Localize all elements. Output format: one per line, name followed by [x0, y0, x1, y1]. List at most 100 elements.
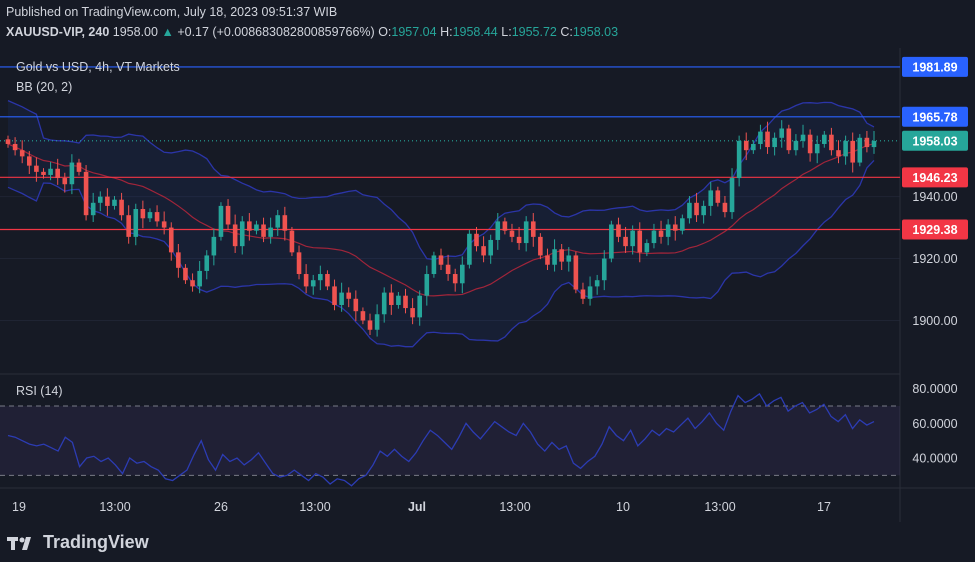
candle-body	[119, 199, 124, 216]
candle-body	[161, 221, 167, 228]
tradingview-logo-icon	[7, 536, 31, 550]
level-price-label: 1929.38	[912, 223, 957, 237]
candle-body	[69, 162, 75, 185]
low-value: 1955.72	[511, 25, 557, 39]
level-price-tag	[902, 167, 968, 188]
candle-body	[708, 190, 714, 206]
candle-body	[807, 134, 813, 154]
rsi-tick-label: 80.0000	[912, 382, 957, 396]
candle-body	[559, 249, 564, 262]
candle-body	[204, 255, 210, 271]
candle-body	[381, 292, 387, 315]
price-axis[interactable]: 1981.89 1965.78 1958.03 1946.23 1929.38 1940.…	[902, 56, 968, 466]
candle-body	[481, 246, 486, 256]
candle-body	[509, 230, 515, 237]
candle-body	[779, 128, 785, 138]
candle-body	[822, 134, 827, 144]
candle-body	[62, 178, 68, 185]
candle-body	[786, 128, 792, 151]
ohlc-legend: XAUUSD-VIP, 240 1958.00 ▲ +0.17 (+0.0086…	[6, 25, 618, 39]
candle-body	[275, 215, 281, 228]
candle-body	[438, 255, 444, 265]
candle-body	[644, 243, 650, 253]
candle-body	[5, 139, 11, 144]
candle-body	[239, 221, 245, 247]
bb-fill	[8, 100, 874, 347]
candle-body	[190, 280, 195, 287]
candle-body	[353, 298, 359, 312]
candle-body	[623, 236, 628, 247]
candle-body	[715, 190, 721, 203]
level-price-tag	[902, 106, 968, 127]
candle-body	[871, 140, 877, 148]
candle-body	[658, 230, 664, 237]
candle-body	[857, 137, 863, 163]
price-chart[interactable]: 1981.891965.781958.031946.231929.381940.…	[0, 48, 975, 522]
candle-body	[495, 221, 501, 240]
candle-body	[126, 215, 131, 237]
candle-body	[829, 134, 834, 151]
candle-body	[261, 224, 266, 237]
time-tick-label: 19	[12, 500, 26, 514]
candle-body	[502, 221, 508, 231]
candle-body	[672, 224, 678, 231]
candle-body	[765, 131, 770, 148]
time-axis[interactable]: 19 13:00 26 13:00 Jul 13:00 10 13:00 17	[12, 500, 831, 514]
candle-body	[616, 224, 621, 237]
bb-indicator-label: BB (20, 2)	[16, 80, 72, 94]
time-tick-label: 10	[616, 500, 630, 514]
candle-body	[459, 264, 465, 284]
candle-body	[594, 280, 600, 287]
candle-body	[843, 140, 848, 157]
level-price-label: 1965.78	[912, 110, 957, 124]
open-label: O:	[378, 25, 392, 39]
candle-body	[417, 295, 423, 318]
candle-body	[694, 202, 699, 216]
candle-body	[403, 295, 408, 309]
rsi-band-fill	[0, 406, 900, 476]
time-tick-label: 13:00	[499, 500, 530, 514]
candle-body	[296, 252, 302, 275]
horizontal-levels	[0, 66, 900, 231]
candle-body	[133, 209, 139, 237]
candle-body	[396, 295, 401, 305]
time-tick-label: 13:00	[299, 500, 330, 514]
symbol-label[interactable]: XAUUSD-VIP, 240	[6, 25, 110, 39]
candle-body	[538, 236, 543, 256]
price-tick-label: 1940.00	[912, 190, 957, 204]
candle-body	[566, 255, 572, 262]
candle-body	[34, 165, 39, 172]
time-tick-label: 17	[817, 500, 831, 514]
candle-body	[211, 236, 217, 256]
high-label: H:	[440, 25, 453, 39]
chart-title: Gold vs USD, 4h, VT Markets	[16, 60, 180, 74]
level-price-label: 1958.03	[912, 134, 957, 148]
candle-body	[183, 267, 188, 281]
candle-body	[112, 199, 117, 206]
candle-body	[332, 286, 337, 305]
candle-body	[836, 150, 841, 157]
published-info: Published on TradingView.com, July 18, 2…	[6, 5, 338, 19]
bb-lower-band	[7, 159, 875, 348]
candle-body	[452, 274, 458, 284]
candle-body	[743, 140, 749, 151]
grid	[0, 48, 975, 522]
candle-body	[545, 255, 550, 265]
candle-body	[289, 230, 295, 253]
candle-body	[630, 230, 635, 247]
chart-background	[0, 48, 900, 522]
candle-body	[154, 212, 160, 222]
brand-name: TradingView	[43, 532, 149, 552]
candle-body	[665, 224, 671, 237]
candle-body	[374, 314, 380, 330]
time-tick-label: 13:00	[704, 500, 735, 514]
candle-body	[864, 137, 870, 148]
candle-body	[55, 168, 60, 179]
candle-body	[410, 308, 415, 318]
rsi-tick-label: 60.0000	[912, 417, 957, 431]
candle-body	[339, 292, 344, 305]
candle-body	[651, 230, 657, 244]
candle-body	[83, 171, 89, 216]
candle-body	[318, 274, 323, 281]
candle-body	[814, 143, 820, 154]
